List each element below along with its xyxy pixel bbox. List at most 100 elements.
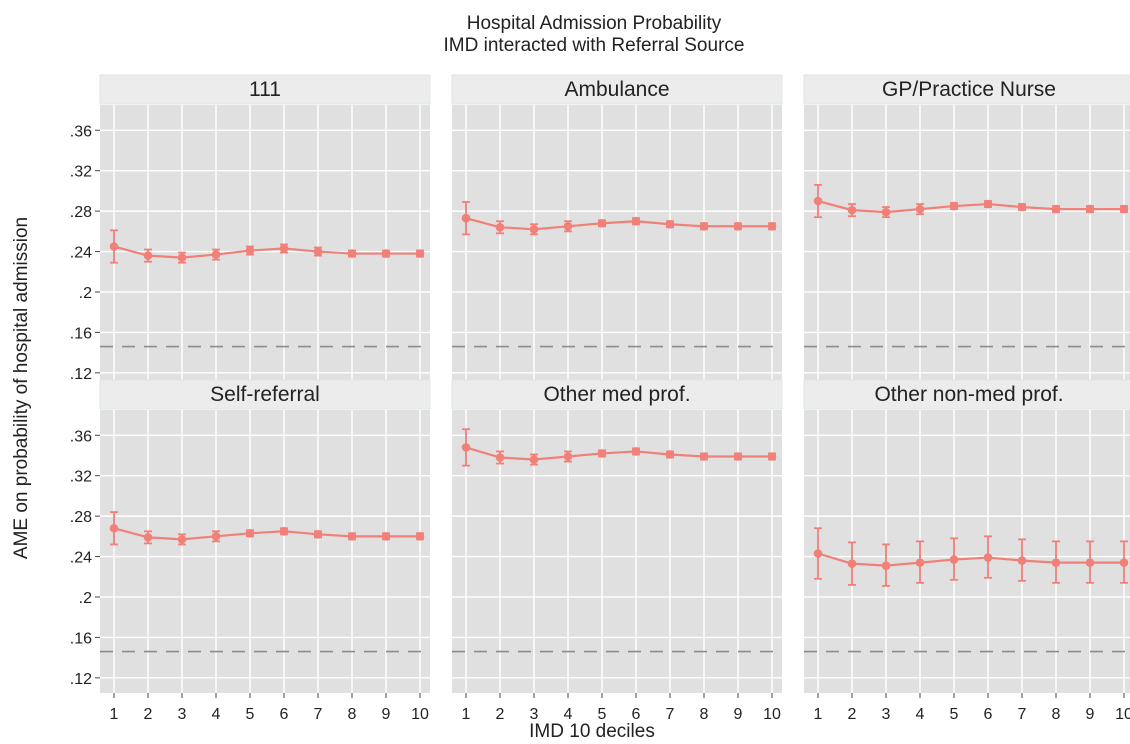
panel-title: Self-referral [210, 383, 320, 406]
data-point [381, 532, 391, 541]
data-point [529, 455, 539, 464]
data-point [177, 535, 187, 544]
data-point [631, 447, 641, 456]
x-tick-label: 8 [700, 706, 709, 723]
data-point [109, 242, 119, 251]
x-tick-label: 1 [110, 706, 119, 723]
y-tick-label: .32 [70, 469, 92, 486]
panel-6: Other non-med prof. 1 2 3 4 5 6 7 8 9 10 [803, 379, 1130, 723]
x-tick-label: 3 [178, 706, 187, 723]
panel-strip [451, 74, 783, 105]
data-point [1119, 558, 1129, 567]
panel-3: GP/Practice Nurse [803, 74, 1130, 388]
x-tick-label: 1 [462, 706, 471, 723]
x-tick-label: 7 [666, 706, 675, 723]
plot-area [804, 105, 1130, 388]
y-tick-label: .28 [70, 204, 92, 221]
data-point [1017, 202, 1027, 212]
data-point [461, 443, 471, 452]
data-point [415, 249, 425, 258]
data-point [1119, 204, 1129, 214]
panel-title: GP/Practice Nurse [882, 78, 1056, 101]
series-line [113, 527, 420, 541]
data-point [915, 204, 925, 214]
x-tick-label: 6 [632, 706, 641, 723]
data-point [881, 207, 891, 217]
series-line [113, 245, 420, 259]
plot-area [804, 410, 1130, 693]
data-point [733, 452, 743, 461]
series-line [817, 199, 1124, 214]
data-point [949, 201, 959, 211]
data-point [949, 555, 959, 564]
data-point [699, 221, 709, 231]
panel-2: Ambulance [451, 74, 783, 388]
data-point [847, 559, 857, 568]
x-tick-label: 9 [1086, 706, 1095, 723]
y-tick-label: .36 [70, 123, 92, 140]
data-point [915, 558, 925, 567]
data-point [1051, 558, 1061, 567]
panel-1: 111 .12 .16 .2 .24 .28 .32 .36 [70, 74, 431, 388]
x-tick-label: 10 [411, 706, 429, 723]
x-tick-label: 6 [280, 706, 289, 723]
plot-area [100, 410, 430, 693]
x-tick-label: 5 [246, 706, 255, 723]
data-point [529, 225, 539, 234]
y-tick-label: .12 [70, 366, 92, 383]
series-line [465, 217, 772, 231]
x-tick-label: 8 [348, 706, 357, 723]
data-point [983, 199, 993, 209]
data-point [767, 452, 777, 461]
data-point [313, 530, 323, 539]
x-tick-label: 7 [314, 706, 323, 723]
data-point [279, 244, 289, 253]
x-tick-label: 4 [212, 706, 221, 723]
data-point [983, 553, 993, 562]
data-point [665, 219, 675, 229]
x-tick-label: 4 [916, 706, 925, 723]
x-tick-label: 3 [530, 706, 539, 723]
y-tick-label: .28 [70, 509, 92, 526]
x-tick-label: 10 [1115, 706, 1130, 723]
data-point [177, 253, 187, 262]
data-point [245, 529, 255, 538]
data-point [1051, 204, 1061, 214]
data-point [415, 532, 425, 541]
x-tick-label: 10 [763, 706, 781, 723]
y-tick-label: .12 [70, 671, 92, 688]
data-point [279, 526, 289, 536]
chart-subtitle: IMD interacted with Referral Source [444, 35, 745, 56]
x-tick-label: 1 [814, 706, 823, 723]
y-tick-label: .32 [70, 164, 92, 181]
data-point [347, 532, 357, 541]
series-line [817, 552, 1124, 567]
panel-strip [99, 379, 431, 410]
data-point [813, 196, 823, 206]
panel-strip [451, 379, 783, 410]
x-tick-label: 8 [1052, 706, 1061, 723]
data-point [347, 249, 357, 258]
data-point [733, 221, 743, 231]
x-tick-label: 4 [564, 706, 573, 723]
x-tick-label: 2 [144, 706, 153, 723]
data-point [563, 452, 573, 461]
panel-title: Other non-med prof. [874, 383, 1063, 406]
panel-title: Other med prof. [543, 383, 690, 406]
series-line [465, 446, 772, 461]
data-point [495, 222, 505, 232]
data-point [495, 453, 505, 462]
data-point [1085, 204, 1095, 214]
x-axis-title: IMD 10 deciles [529, 721, 655, 742]
y-tick-label: .2 [79, 590, 92, 607]
data-point [597, 449, 607, 458]
x-tick-label: 3 [882, 706, 891, 723]
data-point [1017, 556, 1027, 565]
data-point [245, 246, 255, 255]
data-point [813, 549, 823, 558]
y-tick-label: .16 [70, 630, 92, 647]
data-point [699, 452, 709, 461]
x-tick-label: 5 [950, 706, 959, 723]
